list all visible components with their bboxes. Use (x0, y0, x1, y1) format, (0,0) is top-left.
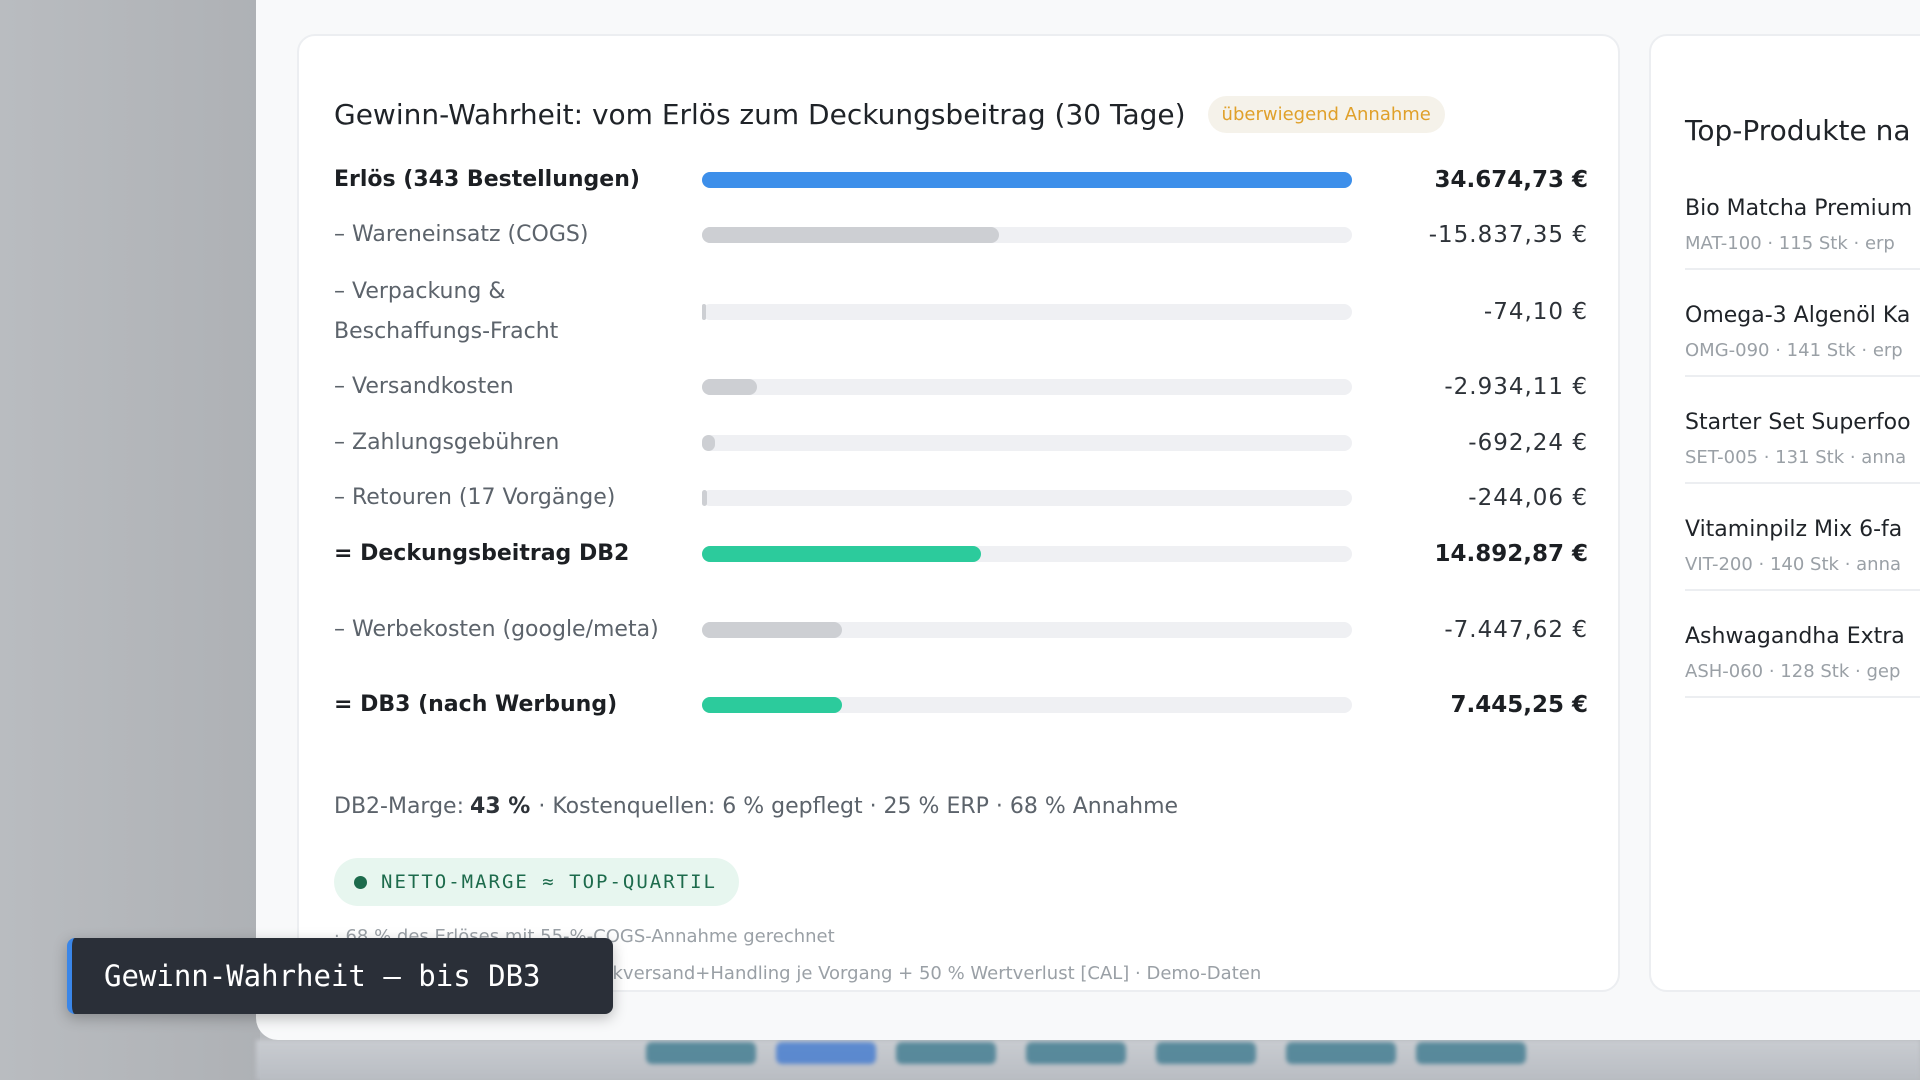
bar (702, 227, 999, 243)
row-amount: -7.447,62 € (1444, 617, 1588, 643)
row: – Wareneinsatz (COGS) -15.837,35 € (334, 215, 1588, 255)
bar-track (702, 379, 1352, 395)
bar (702, 697, 842, 713)
product-name: Omega-3 Algenöl Ka (1685, 303, 1911, 328)
badge: überwiegend Annahme (1207, 96, 1445, 133)
row: – Retouren (17 Vorgänge) -244,06 € (334, 478, 1588, 518)
card-header: Gewinn-Wahrheit: vom Erlös zum Deckungsb… (334, 96, 1445, 133)
row-amount: 34.674,73 € (1434, 167, 1588, 193)
blurred-strip (256, 1040, 1920, 1080)
overlay-label: Gewinn-Wahrheit — bis DB3 (67, 938, 613, 1014)
pill-text: NETTO-MARGE ≈ TOP-QUARTIL (381, 871, 717, 893)
row: – Zahlungsgebühren -692,24 € (334, 423, 1588, 463)
bar (702, 622, 842, 638)
bar (702, 546, 982, 562)
row: = Deckungsbeitrag DB2 14.892,87 € (334, 534, 1588, 574)
bar (702, 435, 715, 451)
summary: DB2-Marge: 43 % · Kostenquellen: 6 % gepfl… (334, 794, 1178, 819)
product-name: Starter Set Superfoo (1685, 410, 1911, 435)
row-amount: -15.837,35 € (1428, 222, 1588, 248)
bar-track (702, 622, 1352, 638)
row: – Verpackung & Beschaffungs-Fracht -74,10… (334, 272, 1588, 352)
product: Vitaminpilz Mix 6-fa VIT-200 · 140 Stk · … (1685, 517, 1920, 591)
row-amount: -74,10 € (1483, 299, 1588, 325)
summary-highlight: 43 % (470, 794, 531, 819)
bar-track (702, 304, 1352, 320)
row-label: = DB3 (nach Werbung) (334, 692, 618, 717)
summary-prefix: DB2-Marge: (334, 794, 465, 819)
product: Ashwagandha Extra ASH-060 · 128 Stk · gep (1685, 624, 1920, 698)
product: Omega-3 Algenöl Ka OMG-090 · 141 Stk · er… (1685, 303, 1920, 377)
row-label: = Deckungsbeitrag DB2 (334, 541, 630, 566)
row-amount: 14.892,87 € (1434, 541, 1588, 567)
row-label: – Wareneinsatz (COGS) (334, 222, 589, 247)
products-card: Top-Produkte na Bio Matcha Premium MAT-10… (1649, 34, 1920, 992)
row: – Versandkosten -2.934,11 € (334, 367, 1588, 407)
bar-track (702, 435, 1352, 451)
product-name: Bio Matcha Premium (1685, 196, 1913, 221)
bar-track (702, 490, 1352, 506)
product-meta: MAT-100 · 115 Stk · erp (1685, 233, 1895, 254)
status-pill: NETTO-MARGE ≈ TOP-QUARTIL (334, 858, 739, 906)
row-label: – Versandkosten (334, 374, 514, 399)
dashboard-panel: Gewinn-Wahrheit: vom Erlös zum Deckungsb… (256, 0, 1920, 1040)
bar-track (702, 227, 1352, 243)
product-meta: OMG-090 · 141 Stk · erp (1685, 340, 1903, 361)
row-amount: -244,06 € (1468, 485, 1588, 511)
card-title: Gewinn-Wahrheit: vom Erlös zum Deckungsb… (334, 98, 1186, 131)
row-label: – Werbekosten (google/meta) (334, 617, 659, 642)
row-label: – Verpackung & Beschaffungs-Fracht (334, 279, 559, 344)
product-name: Ashwagandha Extra (1685, 624, 1905, 649)
row: = DB3 (nach Werbung) 7.445,25 € (334, 685, 1588, 725)
product-meta: ASH-060 · 128 Stk · gep (1685, 661, 1901, 682)
bar (702, 172, 1352, 188)
bar (702, 304, 706, 320)
bar-track (702, 697, 1352, 713)
product: Starter Set Superfoo SET-005 · 131 Stk · … (1685, 410, 1920, 484)
status-dot (354, 875, 367, 889)
summary-rest: · Kostenquellen: 6 % gepflegt · 25 % ERP… (538, 794, 1179, 819)
bar-track (702, 172, 1352, 188)
bar (702, 379, 757, 395)
row-label: – Zahlungsgebühren (334, 430, 560, 455)
row-label: Erlös (343 Bestellungen) (334, 167, 640, 192)
product: Bio Matcha Premium MAT-100 · 115 Stk · er… (1685, 196, 1920, 270)
bar (702, 490, 707, 506)
row-label: – Retouren (17 Vorgänge) (334, 485, 616, 510)
bar-track (702, 546, 1352, 562)
product-name: Vitaminpilz Mix 6-fa (1685, 517, 1903, 542)
background (0, 0, 260, 1080)
row-amount: -692,24 € (1468, 430, 1588, 456)
row: – Werbekosten (google/meta) -7.447,62 € (334, 610, 1588, 650)
product-meta: VIT-200 · 140 Stk · anna (1685, 554, 1902, 575)
row-amount: 7.445,25 € (1450, 692, 1588, 718)
row-amount: -2.934,11 € (1444, 374, 1588, 400)
product-meta: SET-005 · 131 Stk · anna (1685, 447, 1907, 468)
row: Erlös (343 Bestellungen) 34.674,73 € (334, 160, 1588, 200)
profit-card: Gewinn-Wahrheit: vom Erlös zum Deckungsb… (297, 34, 1620, 992)
card-title: Top-Produkte na (1685, 114, 1911, 147)
